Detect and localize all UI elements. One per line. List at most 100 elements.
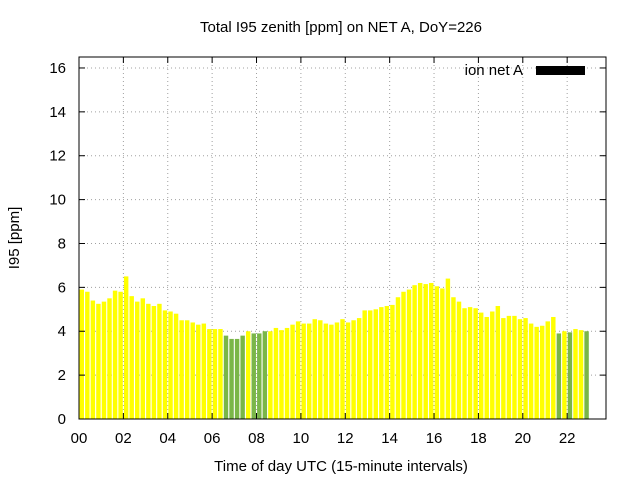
y-tick-label: 4 [58,323,66,340]
bar [501,318,506,419]
bar [123,276,129,419]
bar [356,318,362,419]
bar [129,296,134,419]
bar [429,282,434,419]
bar [578,330,584,419]
bar [567,332,573,419]
bar [312,319,317,419]
x-tick-label: 02 [115,430,132,447]
bar [273,327,279,419]
bar [234,338,240,419]
bar [295,321,301,419]
x-tick-label: 14 [381,430,398,447]
bar [218,329,223,419]
bar [184,320,190,419]
bar [528,323,534,419]
bar [434,286,440,419]
bar [551,316,556,419]
bar [212,329,218,419]
bar [462,308,467,419]
bar [445,278,451,419]
bar [318,320,323,419]
bar [85,291,90,419]
bar [417,282,423,419]
bar [135,301,140,419]
legend-label: ion net A [465,62,523,79]
bar [362,310,367,419]
x-tick-label: 22 [559,430,576,447]
bar [96,303,101,419]
bar [379,307,384,419]
y-axis-label: I95 [ppm] [6,207,23,270]
bar [245,331,251,419]
y-tick-label: 8 [58,235,66,252]
y-tick-label: 14 [49,104,66,121]
bar [584,331,589,419]
bar [506,315,512,419]
bar [112,290,118,419]
x-tick-label: 20 [514,430,531,447]
bar [190,322,195,419]
bar [301,323,306,419]
bar [478,312,484,419]
bar [423,284,428,419]
bar [334,322,340,419]
bar [223,335,229,419]
bar [340,319,345,419]
bar [157,303,162,419]
bar [345,322,351,419]
bar [412,285,417,419]
bar [279,330,284,419]
bar [268,331,273,419]
bar [162,310,168,419]
bar [467,307,473,419]
y-tick-label: 2 [58,367,66,384]
bar [229,338,234,419]
bar [562,331,567,419]
bar [401,291,406,419]
bar [456,301,462,419]
bar [539,325,545,419]
bar [473,308,478,419]
bar [262,331,268,419]
bar [146,303,151,419]
bar [251,333,256,419]
bars [79,276,589,419]
bar [201,323,207,419]
bar [495,306,501,419]
bar [118,291,123,419]
y-tick-label: 12 [49,148,66,165]
bar [151,306,157,419]
bar [179,320,184,419]
bar [351,320,356,419]
legend-swatch [536,66,585,75]
x-axis-label: Time of day UTC (15-minute intervals) [214,458,468,475]
bar [534,326,539,419]
x-tick-label: 04 [159,430,176,447]
bar [306,323,312,419]
grid-lines [79,57,606,419]
bar [323,323,329,419]
x-tick-label: 18 [470,430,487,447]
bar [512,315,517,419]
bar [140,298,146,419]
bar [290,324,295,419]
bar [257,333,262,419]
x-tick-label: 08 [248,430,265,447]
bar [573,329,578,419]
x-tick-label: 10 [293,430,310,447]
y-tick-label: 10 [49,192,66,209]
bar [440,288,445,419]
bar [373,309,379,419]
legend: ion net A [465,62,585,79]
bar [107,298,112,419]
bar [545,321,550,419]
bar [90,300,96,419]
bar [517,319,523,419]
bar [207,329,212,419]
bar [79,289,84,419]
bar [368,310,373,419]
bar [395,297,401,419]
y-tick-label: 6 [58,279,66,296]
